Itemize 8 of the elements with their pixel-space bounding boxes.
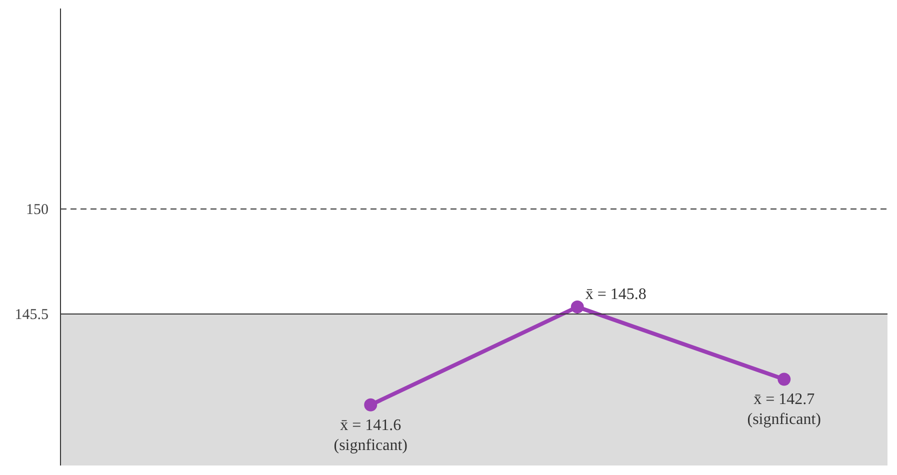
point [364, 398, 378, 412]
data-label: x̄ = 145.8 [585, 286, 646, 303]
data-label: x̄ = 141.6 (signficant) [334, 416, 408, 454]
data-label: x̄ = 142.7 (signficant) [747, 391, 821, 428]
point [570, 300, 584, 314]
y-tick-label: 150 [26, 202, 48, 218]
point [778, 372, 791, 386]
y-tick-label: 145.5 [14, 306, 48, 323]
